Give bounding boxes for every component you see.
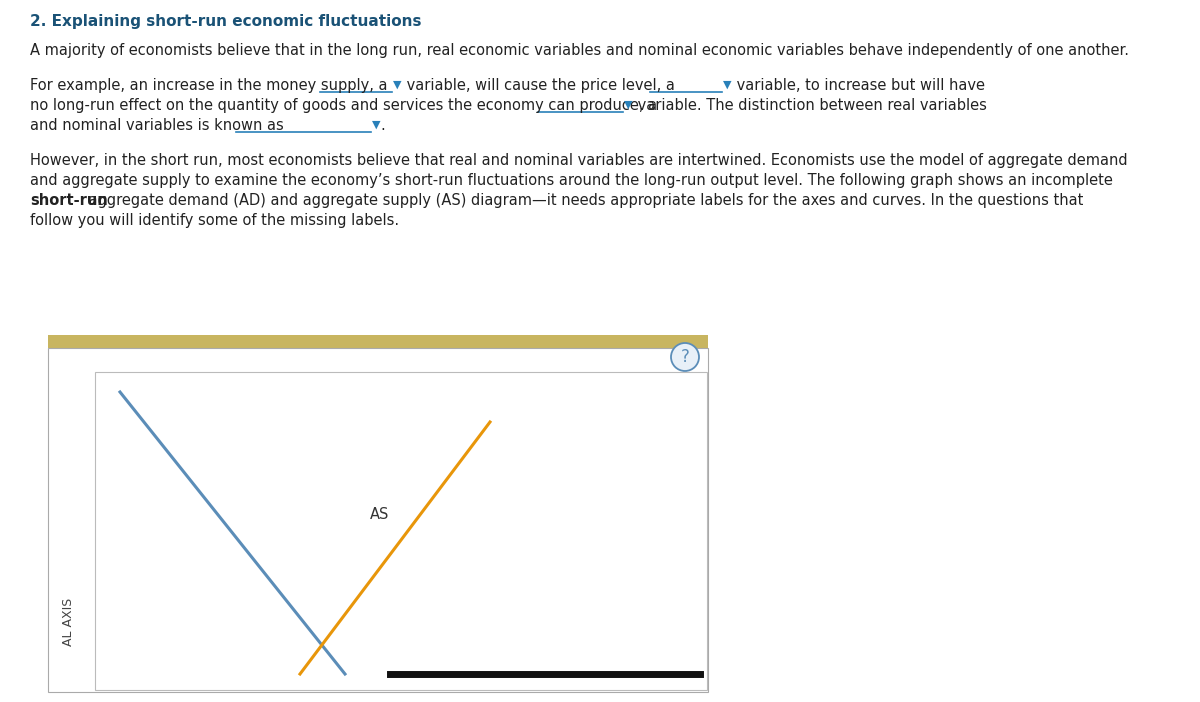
Text: AL AXIS: AL AXIS [61, 598, 74, 646]
Text: .: . [380, 118, 385, 133]
Text: ?: ? [680, 348, 690, 366]
FancyBboxPatch shape [48, 348, 708, 692]
Text: 2. Explaining short-run economic fluctuations: 2. Explaining short-run economic fluctua… [30, 14, 421, 29]
Text: no long-run effect on the quantity of goods and services the economy can produce: no long-run effect on the quantity of go… [30, 98, 661, 113]
Text: variable, to increase but will have: variable, to increase but will have [732, 78, 985, 93]
Text: AS: AS [370, 507, 389, 522]
Text: and nominal variables is known as: and nominal variables is known as [30, 118, 288, 133]
Text: ▼: ▼ [394, 80, 402, 90]
Text: A majority of economists believe that in the long run, real economic variables a: A majority of economists believe that in… [30, 43, 1129, 58]
Bar [48, 335, 708, 348]
Text: However, in the short run, most economists believe that real and nominal variabl: However, in the short run, most economis… [30, 153, 1128, 168]
Text: For example, an increase in the money supply, a: For example, an increase in the money su… [30, 78, 392, 93]
FancyBboxPatch shape [95, 372, 707, 690]
Text: ▼: ▼ [724, 80, 732, 90]
Text: ▼: ▼ [372, 120, 380, 130]
Text: variable, will cause the price level, a: variable, will cause the price level, a [402, 78, 680, 93]
Text: follow you will identify some of the missing labels.: follow you will identify some of the mis… [30, 213, 400, 228]
Text: ▼: ▼ [624, 100, 632, 110]
Text: variable. The distinction between real variables: variable. The distinction between real v… [634, 98, 988, 113]
Text: aggregate demand (AD) and aggregate supply (AS) diagram—it needs appropriate lab: aggregate demand (AD) and aggregate supp… [84, 193, 1084, 208]
Text: short-run: short-run [30, 193, 108, 208]
Text: and aggregate supply to examine the economy’s short-run fluctuations around the : and aggregate supply to examine the econ… [30, 173, 1112, 188]
